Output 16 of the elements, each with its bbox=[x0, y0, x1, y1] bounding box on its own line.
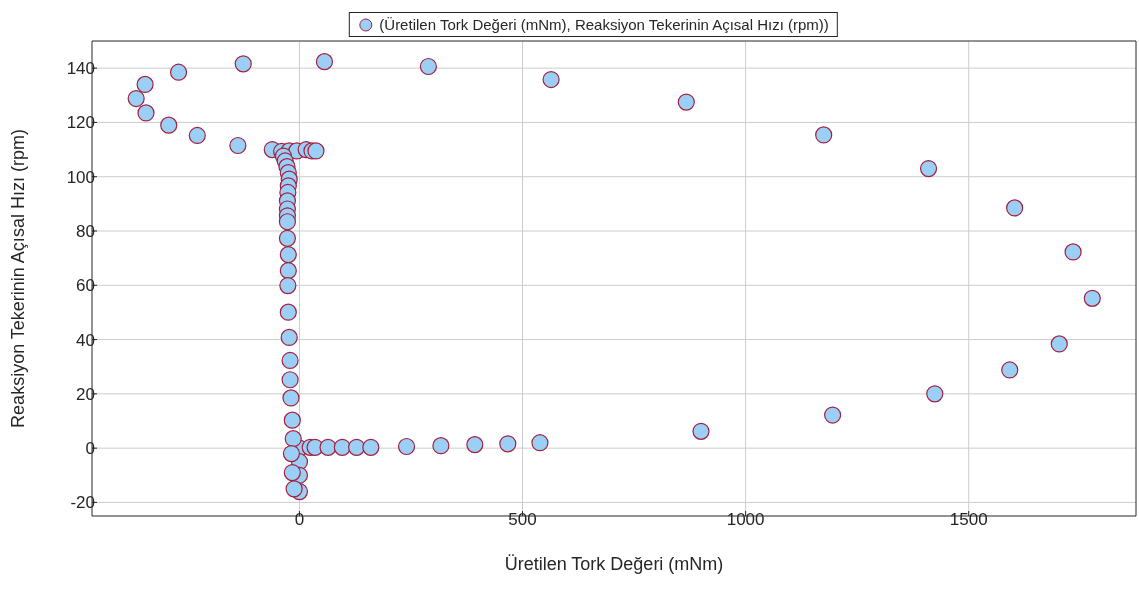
y-tick-label: 120 bbox=[66, 113, 95, 133]
y-tick-label: 0 bbox=[85, 439, 95, 459]
x-tick-label: 1000 bbox=[726, 510, 765, 530]
legend-label: (Üretilen Tork Değeri (mNm), Reaksiyon Tekerinin Açısal Hızı (rpm)) bbox=[379, 16, 829, 33]
y-tick-label: 40 bbox=[76, 330, 95, 350]
x-tick-label: 500 bbox=[508, 510, 537, 530]
y-tick-label: 60 bbox=[76, 276, 95, 296]
y-axis-title: Reaksiyon Tekerinin Açısal Hızı (rpm) bbox=[8, 129, 29, 428]
y-tick-label: 100 bbox=[66, 167, 95, 187]
x-tick-label: 0 bbox=[294, 510, 305, 530]
x-axis-title: Üretilen Tork Değeri (mNm) bbox=[504, 554, 724, 574]
x-tick-label: 1500 bbox=[949, 510, 988, 530]
y-tick-label: -20 bbox=[70, 493, 95, 513]
y-tick-label: 140 bbox=[66, 59, 95, 79]
y-tick-label: 80 bbox=[76, 222, 95, 242]
y-tick-label: 20 bbox=[76, 384, 95, 404]
